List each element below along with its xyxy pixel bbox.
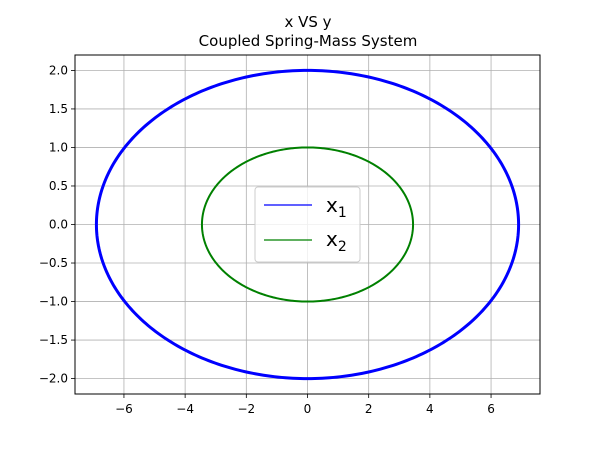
x-tick-label: 6: [487, 402, 495, 416]
x-tick-label: −4: [176, 402, 194, 416]
y-tick-label: 0.5: [49, 179, 68, 193]
legend-label-x2: x2: [326, 227, 347, 255]
y-tick-label: 1.0: [49, 140, 68, 154]
x-tick-label: 0: [304, 402, 312, 416]
chart-subtitle: Coupled Spring-Mass System: [199, 32, 418, 50]
y-tick-label: −1.0: [39, 295, 68, 309]
legend-box: [254, 186, 361, 263]
y-tick-label: −1.5: [39, 333, 68, 347]
x-tick-label: −2: [237, 402, 255, 416]
y-tick-label: −0.5: [39, 256, 68, 270]
series-layer: [94, 68, 521, 381]
plot-frame: [74, 54, 541, 395]
legend-label-x1: x1: [326, 193, 347, 221]
y-tick-label: −2.0: [39, 372, 68, 386]
y-tick-label: 0.0: [49, 218, 68, 232]
y-tick-label: 2.0: [49, 63, 68, 77]
x-tick-label: 4: [426, 402, 434, 416]
y-tick-label: 1.5: [49, 102, 68, 116]
chart-title: x VS y: [284, 13, 331, 31]
legend: x1 x2: [254, 186, 361, 263]
x-tick-label: −6: [115, 402, 133, 416]
y-axis-ticks: −2.0 −1.5 −1.0 −0.5 0.0 0.5 1.0 1.5 2.0: [39, 63, 75, 386]
x-axis-ticks: −6 −4 −2 0 2 4 6: [115, 394, 495, 416]
series-line-x2: [200, 146, 415, 303]
x-tick-label: 2: [365, 402, 373, 416]
series-line-x1: [94, 68, 521, 381]
